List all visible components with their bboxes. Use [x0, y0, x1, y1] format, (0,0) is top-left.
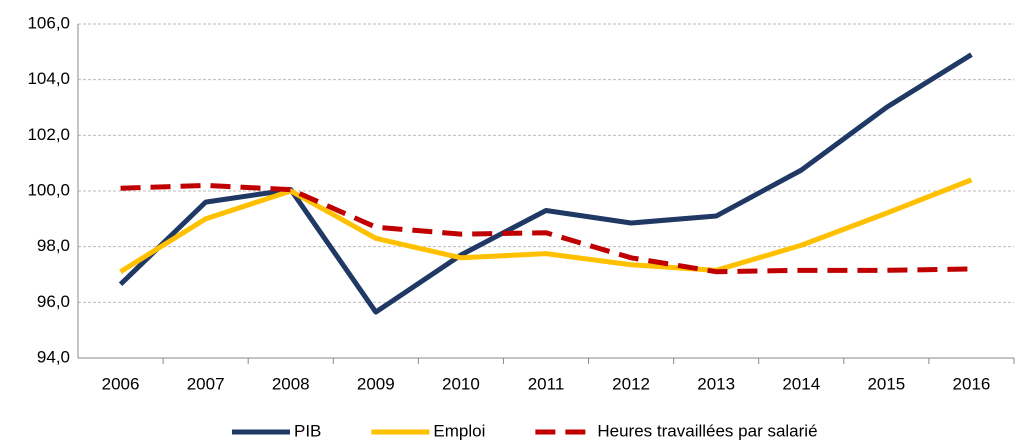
legend-label: PIB — [294, 421, 321, 440]
y-tick-label: 96,0 — [37, 292, 70, 311]
x-tick-label: 2007 — [187, 374, 225, 393]
y-tick-label: 104,0 — [27, 69, 70, 88]
x-tick-label: 2009 — [357, 374, 395, 393]
x-tick-label: 2006 — [102, 374, 140, 393]
x-tick-label: 2011 — [528, 374, 565, 393]
series-line — [119, 177, 973, 274]
x-tick-label: 2016 — [953, 374, 991, 393]
series-line — [118, 52, 973, 315]
y-tick-label: 100,0 — [27, 180, 70, 199]
x-tick-label: 2008 — [272, 374, 310, 393]
y-tick-label: 94,0 — [37, 347, 70, 366]
x-tick-label: 2015 — [867, 374, 905, 393]
x-tick-label: 2014 — [782, 374, 820, 393]
series-line — [120, 182, 972, 275]
x-tick-label: 2013 — [697, 374, 735, 393]
x-tick-label: 2010 — [442, 374, 480, 393]
x-tick-label: 2012 — [612, 374, 650, 393]
y-tick-label: 102,0 — [27, 125, 70, 144]
y-tick-label: 106,0 — [27, 13, 70, 32]
legend-label: Heures travaillées par salarié — [597, 421, 817, 440]
legend-label: Emploi — [433, 421, 485, 440]
y-tick-label: 98,0 — [37, 236, 70, 255]
